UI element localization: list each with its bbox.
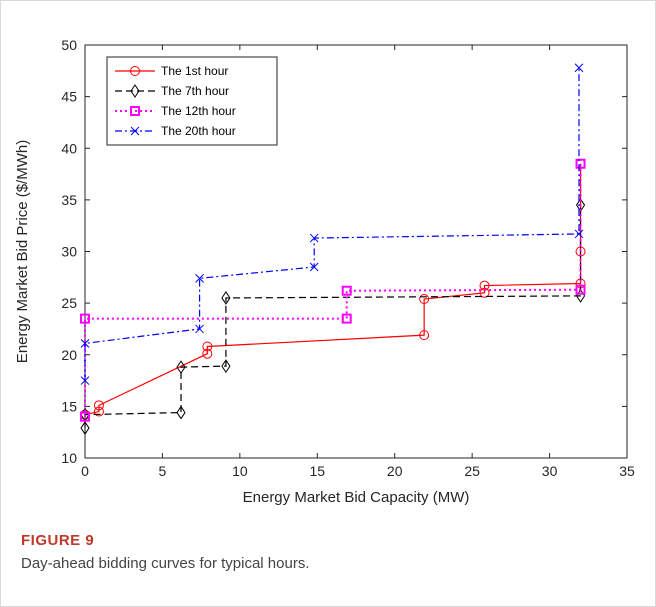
series-line bbox=[84, 163, 582, 417]
line-chart: 0 5 10 15 20 25 30 35 10 15 20 25 30 35 40 45 50 Energy M… bbox=[14, 37, 635, 506]
legend-marker bbox=[130, 106, 140, 116]
data-point bbox=[309, 262, 319, 272]
y-tick-label: 20 bbox=[61, 347, 77, 363]
legend: The 1st hour The 7th hour The 12th hour The… bbox=[106, 56, 278, 146]
series-line bbox=[84, 67, 580, 381]
data-point bbox=[195, 273, 204, 283]
data-point bbox=[479, 287, 490, 298]
legend-item: The 12th hour bbox=[115, 104, 236, 118]
y-tick-label: 50 bbox=[61, 37, 77, 53]
legend-label: The 1st hour bbox=[161, 64, 228, 78]
marker-stroke bbox=[195, 324, 204, 334]
data-point bbox=[574, 63, 584, 73]
series-3 bbox=[80, 158, 586, 422]
data-point bbox=[202, 341, 213, 352]
data-point bbox=[80, 376, 90, 385]
legend-item: The 20th hour bbox=[115, 124, 236, 138]
figure-label: FIGURE 9 bbox=[21, 532, 95, 549]
x-tick-label: 25 bbox=[464, 463, 480, 479]
series-2 bbox=[80, 198, 586, 435]
data-point bbox=[93, 406, 104, 417]
data-point bbox=[341, 313, 352, 324]
series-4 bbox=[80, 63, 584, 385]
y-tick-label: 10 bbox=[61, 450, 77, 466]
data-point bbox=[221, 359, 231, 374]
x-tick-label: 10 bbox=[232, 463, 248, 479]
legend-label: The 7th hour bbox=[161, 84, 229, 98]
data-point bbox=[93, 400, 104, 411]
y-axis-label: Energy Market Bid Price ($/MWh) bbox=[14, 140, 31, 363]
y-tick-label: 25 bbox=[61, 295, 77, 311]
legend-item: The 1st hour bbox=[115, 64, 228, 78]
y-tick-label: 15 bbox=[61, 398, 77, 414]
data-point bbox=[341, 285, 352, 296]
figure-caption: Day-ahead bidding curves for typical hou… bbox=[21, 555, 310, 572]
y-tick-label: 45 bbox=[61, 89, 77, 105]
marker-stroke bbox=[309, 262, 319, 272]
legend-marker bbox=[130, 66, 140, 76]
data-point bbox=[195, 324, 204, 334]
data-point bbox=[575, 158, 586, 169]
y-tick-label: 40 bbox=[61, 140, 77, 156]
data-point bbox=[309, 233, 319, 243]
marker-stroke bbox=[309, 233, 319, 243]
x-tick-label: 5 bbox=[159, 463, 167, 479]
data-point bbox=[221, 291, 231, 305]
legend-marker bbox=[130, 126, 140, 136]
series-line bbox=[84, 205, 582, 429]
y-tick-label: 30 bbox=[61, 244, 77, 260]
data-point bbox=[80, 313, 90, 324]
data-point bbox=[80, 339, 90, 348]
marker-stroke bbox=[195, 273, 204, 283]
data-point bbox=[419, 330, 430, 341]
x-tick-label: 30 bbox=[542, 463, 558, 479]
x-axis-label: Energy Market Bid Capacity (MW) bbox=[243, 489, 470, 506]
x-tick-label: 35 bbox=[619, 463, 635, 479]
data-point bbox=[80, 411, 90, 422]
data-point bbox=[575, 284, 586, 295]
x-tick-label: 20 bbox=[387, 463, 403, 479]
data-point bbox=[202, 348, 213, 359]
x-tick-label: 15 bbox=[309, 463, 325, 479]
data-point bbox=[176, 360, 186, 375]
marker-stroke bbox=[574, 229, 584, 239]
y-tick-label: 35 bbox=[61, 192, 77, 208]
legend-label: The 12th hour bbox=[161, 104, 236, 118]
marker-stroke bbox=[574, 63, 584, 73]
data-point bbox=[574, 229, 584, 239]
x-tick-label: 0 bbox=[81, 463, 89, 479]
data-point bbox=[80, 421, 90, 435]
marker-stroke bbox=[80, 376, 90, 385]
legend-item: The 7th hour bbox=[115, 84, 229, 98]
marker-stroke bbox=[80, 339, 90, 348]
legend-label: The 20th hour bbox=[161, 124, 236, 138]
data-point bbox=[419, 293, 430, 304]
marker-stroke bbox=[130, 126, 140, 136]
data-point bbox=[176, 405, 186, 420]
legend-marker bbox=[130, 84, 140, 98]
